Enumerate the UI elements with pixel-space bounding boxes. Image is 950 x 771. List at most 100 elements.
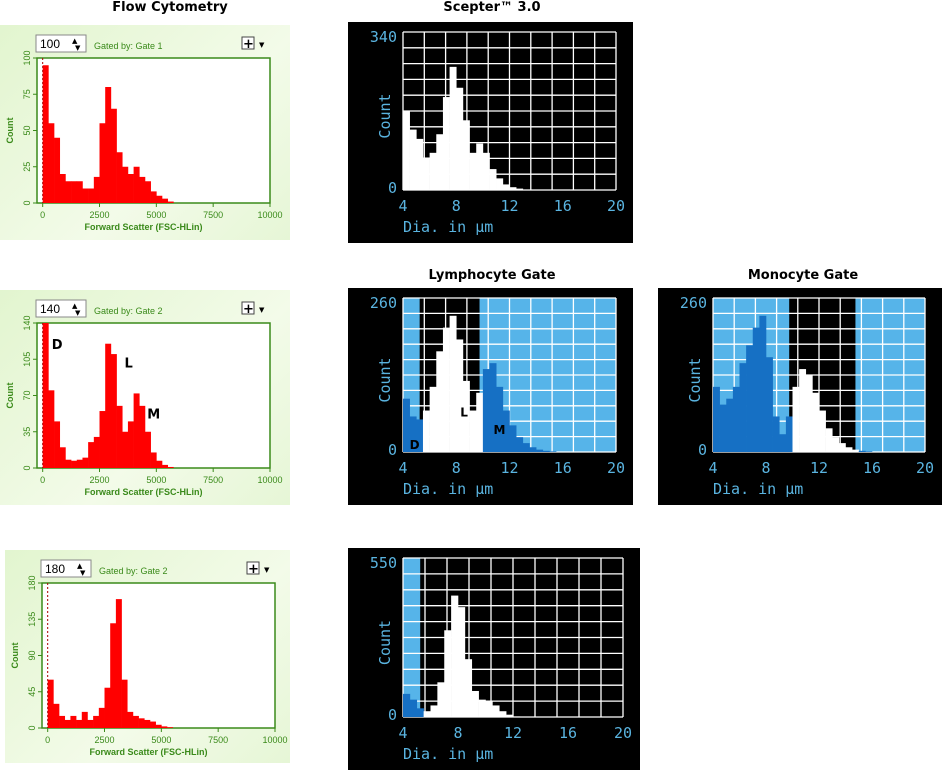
histogram-bar bbox=[766, 357, 773, 452]
histogram-bar bbox=[122, 166, 129, 203]
histogram-bar bbox=[489, 169, 497, 190]
histogram-bar bbox=[403, 398, 410, 452]
histogram-bar bbox=[819, 410, 826, 452]
histogram-bar bbox=[59, 174, 66, 203]
x-tick-label: 0 bbox=[40, 210, 45, 220]
histogram-bar bbox=[116, 152, 123, 203]
histogram-bar bbox=[416, 419, 424, 452]
histogram-bar bbox=[429, 152, 437, 190]
flow-histogram-2: 140 ▲ ▼ Gated by: Gate 2 + ▼ 0 2500 5000 7500 1000… bbox=[0, 290, 290, 505]
x-tick-label: 2500 bbox=[94, 735, 114, 745]
histogram-bar bbox=[496, 178, 504, 190]
x-axis-label: Dia. in µm bbox=[713, 480, 803, 498]
y-tick-label: 340 bbox=[370, 28, 397, 46]
spinner-up-icon: ▲ bbox=[77, 562, 83, 570]
y-tick-label: 0 bbox=[388, 179, 397, 197]
dropdown-arrow-icon: ▼ bbox=[259, 41, 265, 49]
histogram-bar bbox=[752, 327, 760, 452]
histogram-bar bbox=[167, 201, 174, 203]
x-tick-label: 5000 bbox=[151, 735, 171, 745]
y-tick-label: 90 bbox=[27, 650, 37, 660]
flow-histogram-1: 100 ▲ ▼ Gated by: Gate 1 + ▼ 0 2500 5000 7500 1000… bbox=[0, 25, 290, 240]
histogram-bar bbox=[506, 714, 514, 717]
histogram-bar bbox=[139, 405, 146, 468]
peak-label: D bbox=[410, 438, 420, 452]
scepter-histogram-3: 4 8 12 16 20 0 550 Dia. in µm Count bbox=[348, 548, 640, 770]
histogram-bar bbox=[719, 404, 727, 452]
spinner-input[interactable] bbox=[35, 299, 87, 318]
y-tick-label: 0 bbox=[388, 441, 397, 459]
histogram-bar bbox=[403, 693, 411, 717]
plot-area bbox=[41, 582, 276, 729]
histogram-bar bbox=[138, 718, 145, 728]
histogram-bar bbox=[48, 390, 55, 468]
histogram-bar bbox=[132, 715, 139, 728]
x-tick-label: 20 bbox=[607, 197, 625, 215]
x-tick-label: 5000 bbox=[146, 210, 166, 220]
histogram-bar bbox=[162, 198, 169, 203]
title-scepter: Scepter™ 3.0 bbox=[443, 0, 541, 15]
histogram-bar bbox=[99, 411, 106, 468]
histogram-bar bbox=[739, 363, 747, 452]
y-tick-label: 0 bbox=[22, 200, 32, 205]
histogram-bar bbox=[76, 719, 83, 728]
y-tick-label: 0 bbox=[22, 465, 32, 470]
x-tick-label: 20 bbox=[607, 459, 625, 477]
y-tick-label: 0 bbox=[27, 725, 37, 730]
y-tick-label: 75 bbox=[22, 89, 32, 99]
histogram-bar bbox=[456, 339, 464, 452]
y-tick-label: 70 bbox=[22, 390, 32, 400]
x-axis-label: Forward Scatter (FSC-HLin) bbox=[89, 747, 207, 757]
histogram-bar bbox=[42, 323, 49, 468]
histogram-bar bbox=[403, 111, 410, 190]
dropdown-arrow-icon: ▼ bbox=[259, 306, 265, 314]
y-tick-label: 260 bbox=[370, 294, 397, 312]
plot-area bbox=[36, 322, 271, 469]
histogram-bar bbox=[104, 687, 111, 728]
histogram-bar bbox=[469, 152, 477, 190]
x-tick-label: 2500 bbox=[89, 475, 109, 485]
spinner-down-icon: ▼ bbox=[75, 309, 81, 317]
y-axis-label: Count bbox=[5, 118, 15, 144]
x-tick-label: 16 bbox=[554, 459, 572, 477]
histogram-bar bbox=[82, 188, 89, 203]
y-tick-label: 0 bbox=[388, 706, 397, 724]
histogram-bar bbox=[482, 152, 490, 190]
x-tick-label: 10000 bbox=[257, 475, 282, 485]
scepter-monocyte-gate: 4 8 12 16 20 0 260 Dia. in µm Count bbox=[658, 288, 942, 505]
histogram-bar bbox=[449, 315, 457, 452]
scepter-histogram-1: 4 8 12 16 20 0 340 Dia. in µm Count bbox=[348, 22, 633, 243]
histogram-bar bbox=[133, 166, 140, 203]
y-tick-label: 35 bbox=[22, 427, 32, 437]
spinner-input[interactable] bbox=[35, 34, 87, 53]
histogram-bar bbox=[93, 715, 100, 728]
histogram-bar bbox=[442, 97, 450, 190]
x-tick-label: 4 bbox=[708, 459, 717, 477]
histogram-bar bbox=[845, 447, 853, 452]
histogram-bar bbox=[99, 123, 106, 203]
histogram-bar bbox=[144, 719, 151, 728]
y-tick-label: 50 bbox=[22, 125, 32, 135]
histogram-bar bbox=[144, 181, 151, 203]
add-button[interactable] bbox=[241, 36, 255, 50]
spinner-input[interactable] bbox=[40, 559, 92, 578]
histogram-bar bbox=[115, 599, 122, 728]
histogram-bar bbox=[430, 705, 438, 717]
x-tick-label: 8 bbox=[761, 459, 770, 477]
histogram-bar bbox=[482, 369, 490, 452]
add-button[interactable] bbox=[246, 561, 260, 575]
histogram-bar bbox=[162, 464, 169, 468]
histogram-bar bbox=[485, 701, 493, 717]
x-axis-label: Dia. in µm bbox=[403, 480, 493, 498]
x-tick-label: 20 bbox=[916, 459, 934, 477]
add-button[interactable] bbox=[241, 301, 255, 315]
histogram-bar bbox=[47, 679, 54, 728]
spinner-value: 180 bbox=[45, 562, 65, 576]
histogram-bar bbox=[713, 386, 720, 452]
histogram-bar bbox=[87, 719, 94, 728]
y-axis-label: Count bbox=[10, 643, 20, 669]
histogram-bar bbox=[805, 375, 813, 452]
histogram-bar bbox=[416, 708, 424, 717]
y-tick-label: 550 bbox=[370, 554, 397, 572]
y-tick-label: 45 bbox=[27, 687, 37, 697]
